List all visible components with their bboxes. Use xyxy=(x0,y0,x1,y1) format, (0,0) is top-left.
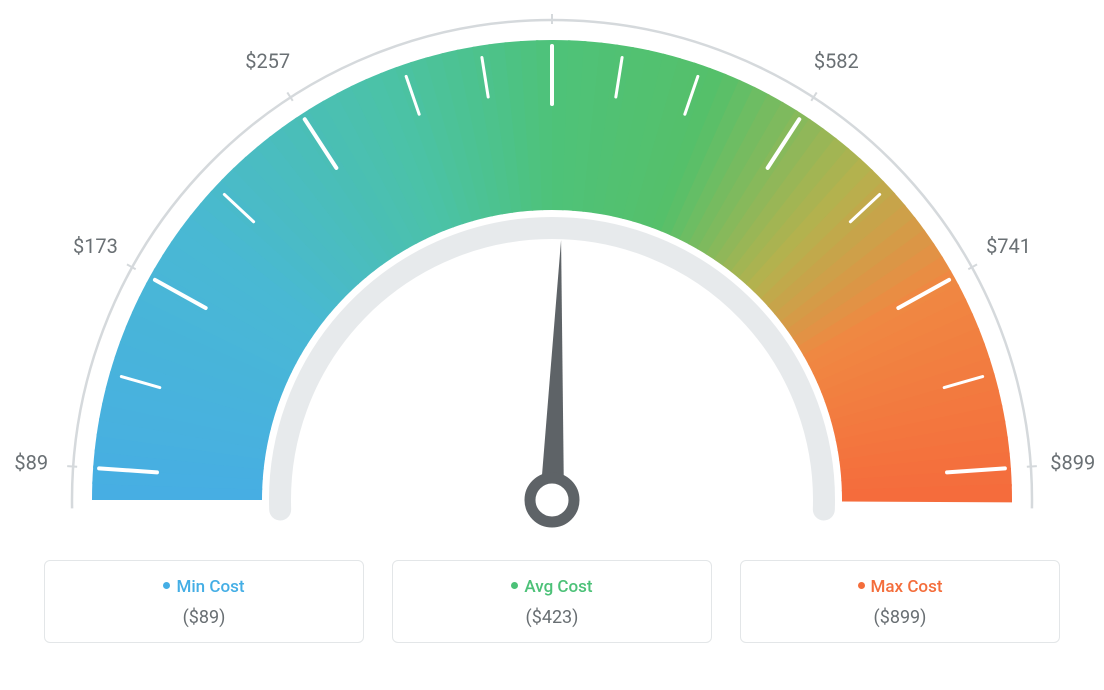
legend-label: Max Cost xyxy=(751,577,1049,597)
legend-row: Min Cost ($89) Avg Cost ($423) Max Cost ($899… xyxy=(0,560,1104,643)
legend-label-text: Avg Cost xyxy=(524,577,592,597)
legend-label-text: Min Cost xyxy=(176,577,244,597)
legend-card: Min Cost ($89) xyxy=(44,560,364,643)
tick-label: $89 xyxy=(14,451,48,475)
scale-tick xyxy=(1027,466,1037,467)
needle-hub xyxy=(530,478,574,522)
tick-label: $257 xyxy=(245,49,290,73)
tick-label: $173 xyxy=(73,234,118,258)
gauge-svg: $89$173$257$423$582$741$899 xyxy=(0,0,1104,560)
legend-card: Avg Cost ($423) xyxy=(392,560,712,643)
legend-label: Min Cost xyxy=(55,577,353,597)
legend-value: ($423) xyxy=(403,607,701,628)
gauge-needle xyxy=(540,240,564,500)
legend-value: ($899) xyxy=(751,607,1049,628)
tick-label: $741 xyxy=(986,234,1031,258)
legend-value: ($89) xyxy=(55,607,353,628)
legend-label: Avg Cost xyxy=(403,577,701,597)
legend-card: Max Cost ($899) xyxy=(740,560,1060,643)
legend-dot-icon xyxy=(858,582,865,589)
gauge-chart: $89$173$257$423$582$741$899 xyxy=(0,0,1104,560)
legend-label-text: Max Cost xyxy=(871,577,943,597)
legend-dot-icon xyxy=(511,582,518,589)
tick-label: $899 xyxy=(1050,451,1095,475)
legend-dot-icon xyxy=(163,582,170,589)
tick-label: $582 xyxy=(814,49,859,73)
scale-tick xyxy=(67,466,77,467)
